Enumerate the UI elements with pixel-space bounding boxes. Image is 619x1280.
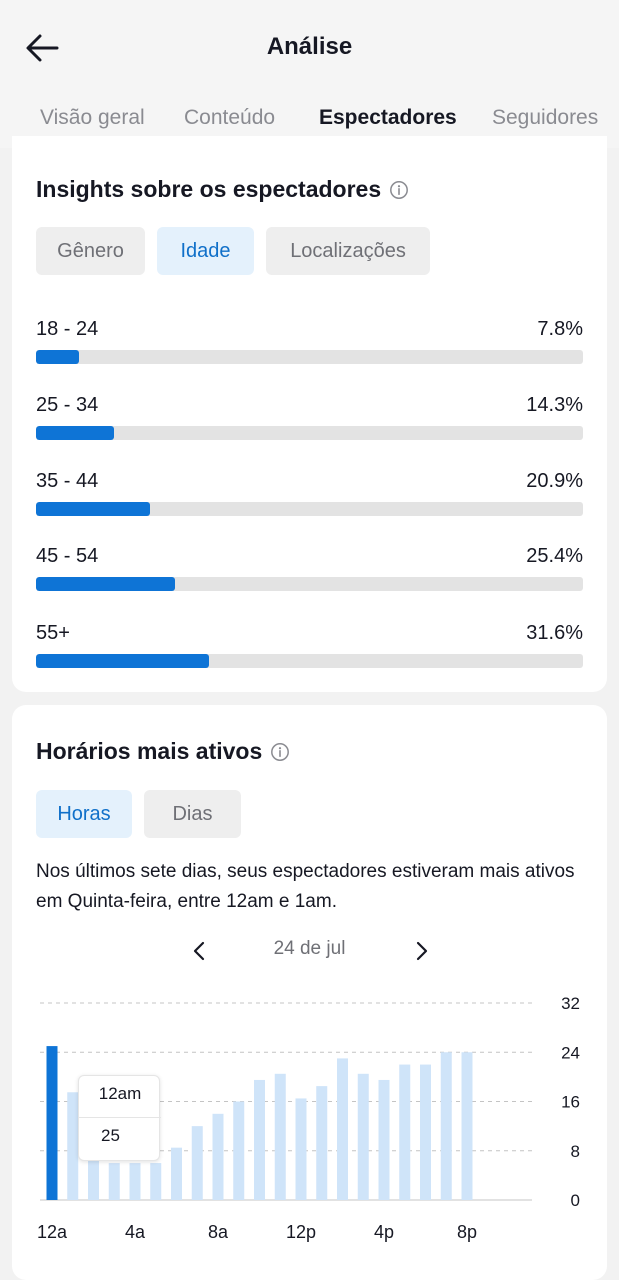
- age-range-label: 55+: [36, 622, 70, 644]
- age-bar-fill: [36, 502, 151, 516]
- x-tick-label: 12a: [37, 1222, 68, 1242]
- chip-days[interactable]: Dias: [144, 790, 241, 838]
- bar: [212, 1113, 224, 1200]
- page-title: Análise: [266, 33, 353, 60]
- info-icon[interactable]: [270, 742, 290, 762]
- tab-overview[interactable]: Visão geral: [40, 106, 145, 129]
- age-range-label: 35 - 44: [36, 470, 99, 492]
- age-percent-value: 14.3%: [526, 394, 583, 416]
- age-bar-fill: [36, 654, 209, 668]
- y-tick-label: 16: [561, 1093, 580, 1112]
- info-icon[interactable]: [389, 180, 409, 200]
- age-bar-fill: [36, 426, 115, 440]
- age-percent-value: 20.9%: [526, 470, 583, 492]
- chip-hours[interactable]: Horas: [36, 790, 132, 838]
- active-times-description: Nos últimos sete dias, seus espectadores…: [36, 861, 575, 912]
- bar: [337, 1058, 348, 1200]
- back-arrow-icon: [26, 34, 59, 62]
- bar: [150, 1163, 162, 1200]
- active-hours-chart: 0 8 16 24 32 12a 4a 8a 12p 4p 8p: [37, 994, 580, 1242]
- bar: [357, 1073, 369, 1200]
- age-range-label: 25 - 34: [36, 394, 99, 416]
- chip-gender[interactable]: Gênero: [36, 227, 145, 275]
- tooltip-time: 12am: [98, 1084, 142, 1103]
- active-times-title-text: Horários mais ativos: [36, 738, 263, 764]
- chip-age[interactable]: Idade: [157, 227, 254, 275]
- y-tick-label: 0: [571, 1191, 580, 1210]
- bar: [191, 1126, 203, 1200]
- chip-locations[interactable]: Localizações: [266, 227, 430, 275]
- bar: [420, 1064, 431, 1200]
- tab-content[interactable]: Conteúdo: [184, 106, 276, 129]
- bar: [440, 1052, 452, 1200]
- age-bar-fill: [36, 577, 175, 591]
- active-times-card: Horários mais ativos Horas Dias Nos últi…: [12, 705, 607, 1280]
- tab-bar: Visão geral Conteúdo Espectadores Seguid…: [0, 95, 619, 147]
- bar: [88, 1150, 99, 1200]
- tooltip-value: 25: [101, 1126, 120, 1145]
- age-range-label: 18 - 24: [36, 318, 99, 340]
- bar: [233, 1101, 245, 1200]
- age-bar-track: [36, 350, 583, 364]
- tab-followers[interactable]: Seguidores: [492, 106, 599, 129]
- age-bar-track: [36, 426, 583, 440]
- bar: [399, 1064, 411, 1200]
- bar: [171, 1147, 182, 1200]
- bar: [108, 1163, 120, 1200]
- chart-tooltip: 12am 25: [78, 1075, 161, 1161]
- bar-highlighted: [46, 1046, 58, 1200]
- date-label: 24 de jul: [273, 938, 346, 959]
- age-bar-track: [36, 502, 583, 516]
- age-bar-track: [36, 577, 583, 591]
- x-tick-label: 8p: [457, 1222, 477, 1242]
- bar: [254, 1079, 265, 1200]
- bar: [274, 1073, 286, 1200]
- date-navigator: 24 de jul: [12, 930, 607, 970]
- bar: [295, 1098, 307, 1200]
- viewer-insights-card: Insights sobre os espectadores Gênero Id…: [12, 136, 607, 692]
- chevron-left-icon: [193, 941, 205, 961]
- bar: [129, 1163, 141, 1200]
- x-tick-label: 8a: [208, 1222, 229, 1242]
- tooltip-divider: [79, 1117, 161, 1118]
- active-times-title: Horários mais ativos: [36, 738, 290, 765]
- age-bar-track: [36, 654, 583, 668]
- x-tick-label: 4a: [125, 1222, 146, 1242]
- previous-date-button[interactable]: [184, 936, 214, 966]
- age-range-label: 45 - 54: [36, 545, 99, 567]
- age-bar-fill: [36, 350, 79, 364]
- back-button[interactable]: [22, 30, 62, 66]
- tab-viewers[interactable]: Espectadores: [319, 106, 457, 129]
- y-tick-label: 8: [571, 1142, 580, 1161]
- bar: [67, 1092, 79, 1200]
- viewer-insights-title-text: Insights sobre os espectadores: [36, 176, 382, 202]
- next-date-button[interactable]: [407, 936, 437, 966]
- y-tick-label: 24: [561, 1043, 580, 1062]
- age-percent-value: 31.6%: [526, 622, 583, 644]
- viewer-insights-title: Insights sobre os espectadores: [36, 176, 409, 203]
- bar: [316, 1086, 328, 1200]
- age-percent-value: 25.4%: [526, 545, 583, 567]
- bar: [378, 1079, 390, 1200]
- chevron-right-icon: [416, 941, 428, 961]
- bar: [461, 1052, 473, 1200]
- x-tick-label: 12p: [286, 1222, 316, 1242]
- x-tick-label: 4p: [374, 1222, 394, 1242]
- age-percent-value: 7.8%: [537, 318, 583, 340]
- y-tick-label: 32: [561, 994, 580, 1013]
- app-header: Análise Visão geral Conteúdo Espectadore…: [0, 0, 619, 148]
